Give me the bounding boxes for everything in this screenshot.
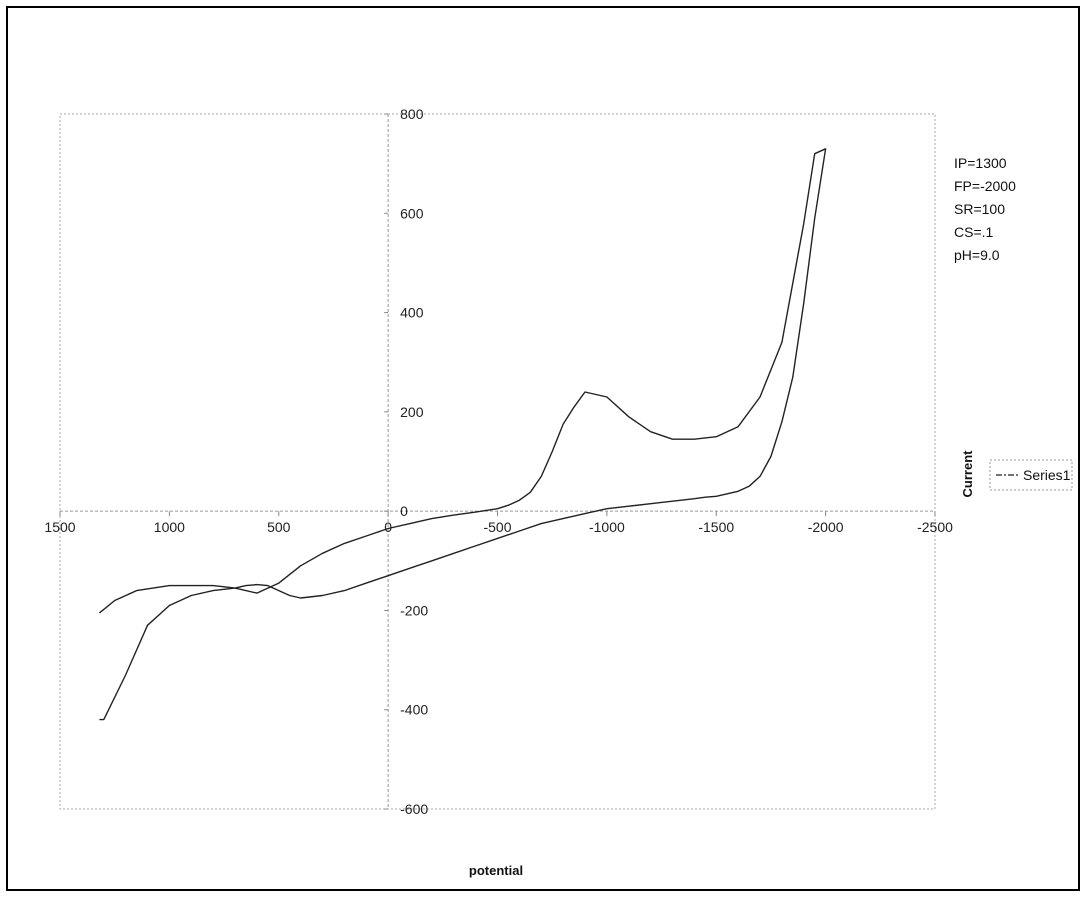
y-axis-title: Current (960, 450, 975, 498)
x-tick-label: -2000 (808, 519, 844, 535)
x-tick-label: -500 (483, 519, 511, 535)
legend-entry-series1: Series1 (1023, 467, 1071, 483)
x-tick-label: -1500 (698, 519, 734, 535)
x-tick-label: 0 (384, 519, 392, 535)
y-tick-label: 400 (400, 305, 424, 321)
series-line-1 (98, 148, 827, 721)
grid-layer (59, 113, 936, 810)
tick-label-layer: 1500 1000 500 0 -500 -1000 -1500 -2000 -25008006… (44, 106, 953, 817)
y-tick-label: 800 (400, 106, 424, 122)
legend: Series1 (989, 459, 1073, 491)
annotation-ph: pH=9.0 (954, 247, 1000, 263)
x-tick-label: 1000 (154, 519, 185, 535)
x-tick-label: 1500 (44, 519, 75, 535)
y-tick-label: 200 (400, 404, 424, 420)
x-axis-title: potential (469, 863, 523, 878)
annotation-fp: FP=-2000 (954, 178, 1016, 194)
x-tick-label: 500 (267, 519, 291, 535)
legend-box (989, 459, 1073, 491)
y-tick-label: -400 (400, 702, 428, 718)
series-layer (98, 148, 827, 721)
parameter-annotations: IP=1300 FP=-2000 SR=100 CS=.1 pH=9.0 (954, 155, 1016, 263)
y-tick-label: 600 (400, 205, 424, 221)
y-tick-label: 0 (400, 503, 408, 519)
annotation-cs: CS=.1 (954, 224, 994, 240)
axis-layer (59, 113, 936, 810)
annotation-sr: SR=100 (954, 201, 1005, 217)
y-tick-label: -200 (400, 602, 428, 618)
annotation-ip: IP=1300 (954, 155, 1007, 171)
chart-frame (6, 6, 1080, 891)
x-tick-label: -1000 (589, 519, 625, 535)
plot-area-border (59, 113, 936, 810)
y-tick-label: -600 (400, 801, 428, 817)
x-tick-label: -2500 (917, 519, 953, 535)
